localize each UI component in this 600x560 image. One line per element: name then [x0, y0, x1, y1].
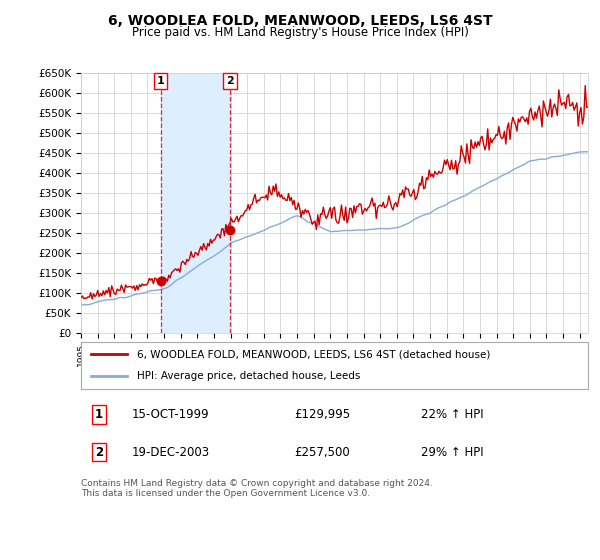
Text: 1: 1: [157, 76, 164, 86]
Text: Contains HM Land Registry data © Crown copyright and database right 2024.
This d: Contains HM Land Registry data © Crown c…: [81, 479, 433, 498]
Text: 2: 2: [226, 76, 234, 86]
Text: 15-OCT-1999: 15-OCT-1999: [132, 408, 209, 421]
Text: 2: 2: [95, 446, 103, 459]
Bar: [161, 73, 230, 333]
Text: 22% ↑ HPI: 22% ↑ HPI: [421, 408, 484, 421]
Text: Price paid vs. HM Land Registry's House Price Index (HPI): Price paid vs. HM Land Registry's House …: [131, 26, 469, 39]
Text: 19-DEC-2003: 19-DEC-2003: [132, 446, 210, 459]
Text: 6, WOODLEA FOLD, MEANWOOD, LEEDS, LS6 4ST (detached house): 6, WOODLEA FOLD, MEANWOOD, LEEDS, LS6 4S…: [137, 349, 490, 360]
Text: 6, WOODLEA FOLD, MEANWOOD, LEEDS, LS6 4ST: 6, WOODLEA FOLD, MEANWOOD, LEEDS, LS6 4S…: [107, 14, 493, 28]
Text: 1: 1: [95, 408, 103, 421]
Text: HPI: Average price, detached house, Leeds: HPI: Average price, detached house, Leed…: [137, 371, 360, 381]
Text: £129,995: £129,995: [294, 408, 350, 421]
Text: £257,500: £257,500: [294, 446, 350, 459]
Text: 29% ↑ HPI: 29% ↑ HPI: [421, 446, 484, 459]
